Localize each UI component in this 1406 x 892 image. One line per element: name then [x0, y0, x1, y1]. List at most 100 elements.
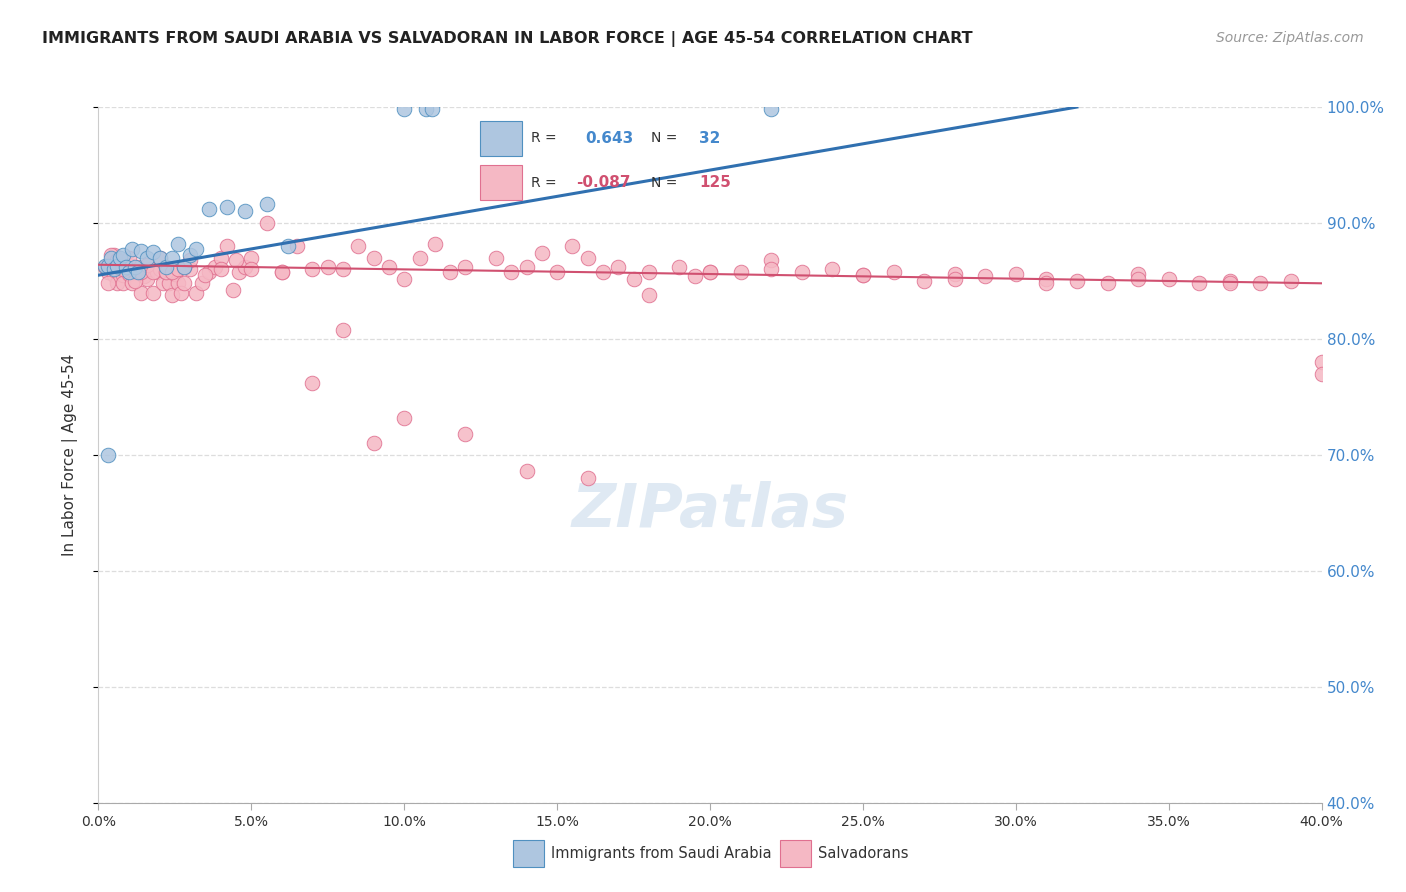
- Point: [256, 197, 278, 211]
- Point: [423, 236, 446, 251]
- Point: [408, 251, 430, 265]
- Point: [139, 262, 162, 277]
- Point: [332, 323, 354, 337]
- Point: [1219, 277, 1241, 291]
- Point: [363, 251, 385, 265]
- Text: IMMIGRANTS FROM SAUDI ARABIA VS SALVADORAN IN LABOR FORCE | AGE 45-54 CORRELATIO: IMMIGRANTS FROM SAUDI ARABIA VS SALVADOR…: [42, 31, 973, 47]
- Point: [225, 253, 247, 268]
- Point: [197, 265, 219, 279]
- Point: [240, 262, 263, 277]
- Point: [118, 251, 141, 265]
- Point: [222, 283, 245, 297]
- Point: [118, 258, 141, 272]
- Point: [759, 253, 782, 268]
- Point: [103, 262, 125, 277]
- Point: [912, 274, 935, 288]
- Point: [124, 274, 146, 288]
- Point: [97, 265, 120, 279]
- Point: [103, 248, 125, 262]
- Point: [1219, 274, 1241, 288]
- Point: [420, 103, 443, 117]
- Point: [134, 269, 156, 284]
- Point: [332, 262, 354, 277]
- Point: [1310, 367, 1333, 381]
- Point: [233, 260, 256, 274]
- Point: [392, 271, 416, 285]
- Text: Immigrants from Saudi Arabia: Immigrants from Saudi Arabia: [551, 847, 772, 861]
- Point: [215, 239, 238, 253]
- Point: [157, 277, 180, 291]
- Point: [121, 242, 143, 256]
- Point: [173, 260, 195, 274]
- Point: [270, 265, 292, 279]
- Point: [1249, 277, 1271, 291]
- Text: ZIPatlas: ZIPatlas: [571, 481, 849, 540]
- Point: [186, 285, 208, 300]
- Point: [118, 265, 141, 279]
- Point: [233, 204, 256, 219]
- Point: [1097, 277, 1119, 291]
- Point: [105, 253, 128, 268]
- Point: [668, 260, 690, 274]
- Point: [683, 269, 706, 284]
- Point: [439, 265, 461, 279]
- Point: [100, 258, 122, 272]
- Point: [93, 259, 115, 273]
- Point: [155, 260, 177, 274]
- Point: [121, 277, 143, 291]
- Point: [530, 246, 553, 260]
- Point: [943, 271, 966, 285]
- Point: [105, 277, 128, 291]
- Point: [1035, 277, 1057, 291]
- Point: [167, 262, 190, 277]
- Point: [111, 277, 134, 291]
- Point: [301, 376, 323, 390]
- Point: [623, 271, 645, 285]
- Point: [129, 265, 152, 279]
- Point: [179, 248, 201, 262]
- Point: [209, 262, 232, 277]
- Point: [1157, 271, 1180, 285]
- Point: [142, 265, 165, 279]
- Point: [699, 265, 721, 279]
- Point: [145, 265, 167, 279]
- Point: [883, 265, 905, 279]
- Point: [592, 265, 614, 279]
- Point: [392, 410, 416, 425]
- Point: [179, 262, 201, 277]
- Point: [136, 251, 159, 265]
- Point: [209, 251, 232, 265]
- Point: [127, 260, 149, 274]
- Point: [97, 277, 120, 291]
- Point: [111, 262, 134, 277]
- Point: [852, 268, 875, 282]
- Point: [160, 251, 183, 265]
- Point: [1128, 267, 1150, 281]
- Point: [136, 258, 159, 272]
- Point: [136, 271, 159, 285]
- Point: [103, 268, 125, 282]
- Y-axis label: In Labor Force | Age 45-54: In Labor Force | Age 45-54: [62, 354, 77, 556]
- Point: [501, 265, 523, 279]
- Point: [270, 265, 292, 279]
- Point: [301, 262, 323, 277]
- Point: [790, 265, 813, 279]
- Point: [1035, 271, 1057, 285]
- Point: [485, 251, 508, 265]
- Point: [1066, 274, 1088, 288]
- Point: [160, 288, 183, 302]
- Point: [561, 239, 583, 253]
- Point: [167, 277, 190, 291]
- Point: [576, 251, 599, 265]
- Point: [163, 267, 186, 281]
- Point: [115, 260, 138, 274]
- Point: [149, 251, 172, 265]
- Point: [155, 265, 177, 279]
- Point: [316, 260, 339, 274]
- Point: [637, 288, 661, 302]
- Point: [392, 103, 416, 117]
- Point: [194, 268, 217, 282]
- Point: [105, 259, 128, 273]
- Point: [1310, 355, 1333, 369]
- Point: [730, 265, 752, 279]
